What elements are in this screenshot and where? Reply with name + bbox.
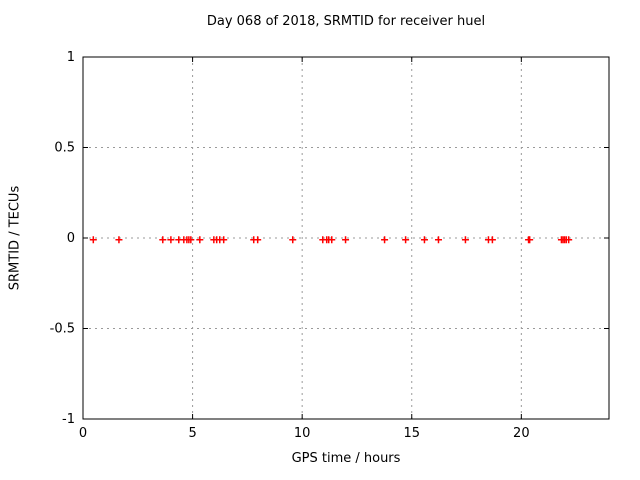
data-point-marker xyxy=(159,236,167,244)
x-tick-label: 0 xyxy=(79,426,87,441)
x-tick-label: 15 xyxy=(403,426,420,441)
data-point-marker xyxy=(420,236,428,244)
x-tick-label: 10 xyxy=(294,426,311,441)
data-point-marker xyxy=(220,236,228,244)
x-axis-label: GPS time / hours xyxy=(291,451,401,466)
y-tick-label: -1 xyxy=(62,412,75,427)
y-tick-label: -0.5 xyxy=(50,322,75,337)
y-tick-label: 0 xyxy=(67,231,75,246)
data-point-marker xyxy=(526,236,534,244)
data-point-marker xyxy=(196,236,204,244)
data-point-marker xyxy=(488,236,496,244)
data-point-marker xyxy=(254,236,262,244)
y-axis-label: SRMTID / TECUs xyxy=(7,185,23,291)
data-point-marker xyxy=(434,236,442,244)
y-tick-label: 1 xyxy=(67,50,75,65)
x-tick-label: 20 xyxy=(513,426,530,441)
data-point-marker xyxy=(328,236,336,244)
data-point-marker xyxy=(381,236,389,244)
data-point-marker xyxy=(167,236,175,244)
data-point-marker xyxy=(289,236,297,244)
data-point-marker xyxy=(89,236,97,244)
data-point-marker xyxy=(187,236,195,244)
y-tick-label: 0.5 xyxy=(54,141,75,156)
data-point-marker xyxy=(402,236,410,244)
data-point-marker xyxy=(565,236,573,244)
data-point-marker xyxy=(115,236,123,244)
chart-title: Day 068 of 2018, SRMTID for receiver hue… xyxy=(206,14,486,29)
x-tick-label: 5 xyxy=(188,426,196,441)
data-point-marker xyxy=(342,236,350,244)
data-point-marker xyxy=(461,236,469,244)
